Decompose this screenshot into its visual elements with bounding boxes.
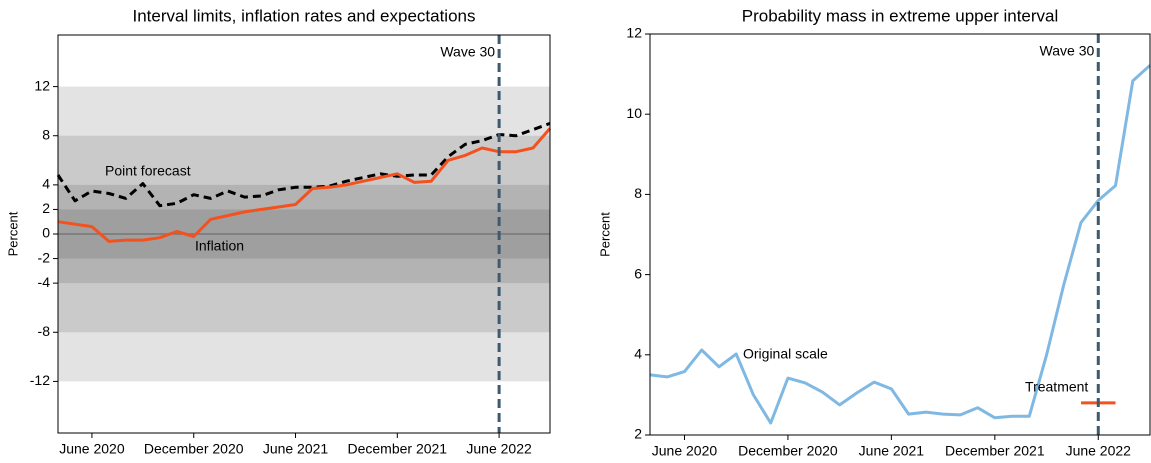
y-tick-label: -12 bbox=[30, 372, 50, 388]
plot-frame bbox=[57, 34, 551, 434]
plot-frame bbox=[649, 33, 1151, 436]
y-tick-label: 8 bbox=[634, 185, 642, 201]
y-tick-label: 2 bbox=[42, 200, 50, 216]
x-tick-label: December 2020 bbox=[144, 441, 244, 457]
x-tick-label: June 2020 bbox=[59, 441, 125, 457]
chart-title: Probability mass in extreme upper interv… bbox=[742, 6, 1059, 25]
y-tick-label: -2 bbox=[38, 249, 51, 265]
y-tick-label: 8 bbox=[42, 126, 50, 142]
chart-title: Interval limits, inflation rates and exp… bbox=[132, 6, 475, 25]
x-tick-label: June 2022 bbox=[1066, 443, 1132, 459]
x-tick-label: June 2020 bbox=[652, 443, 718, 459]
series-line bbox=[57, 127, 552, 243]
series-line bbox=[649, 64, 1151, 425]
annotation: Original scale bbox=[743, 346, 828, 362]
y-tick-label: 12 bbox=[626, 25, 642, 41]
y-axis-label: Percent bbox=[597, 212, 612, 257]
series-line bbox=[56, 121, 551, 208]
y-tick-label: 0 bbox=[42, 225, 50, 241]
y-tick-label: -4 bbox=[38, 274, 51, 290]
x-tick-label: December 2021 bbox=[945, 443, 1045, 459]
x-tick-label: June 2021 bbox=[263, 441, 329, 457]
y-tick-label: -8 bbox=[38, 323, 51, 339]
x-tick-label: December 2021 bbox=[347, 441, 447, 457]
annotation: Inflation bbox=[195, 238, 244, 254]
y-axis-label: Percent bbox=[5, 211, 20, 256]
x-tick-label: December 2020 bbox=[738, 443, 838, 459]
wave-label: Wave 30 bbox=[1040, 43, 1095, 59]
y-tick-label: 4 bbox=[634, 346, 642, 362]
wave-label: Wave 30 bbox=[440, 44, 495, 60]
y-tick-label: 2 bbox=[634, 426, 642, 442]
x-tick-label: June 2021 bbox=[859, 443, 925, 459]
annotation: Point forecast bbox=[105, 163, 191, 179]
x-tick-label: June 2022 bbox=[466, 441, 532, 457]
y-tick-label: 6 bbox=[634, 265, 642, 281]
y-tick-label: 12 bbox=[34, 77, 50, 93]
y-tick-label: 10 bbox=[626, 105, 642, 121]
treatment-label: Treatment bbox=[1025, 379, 1088, 395]
y-tick-label: 4 bbox=[42, 176, 50, 192]
